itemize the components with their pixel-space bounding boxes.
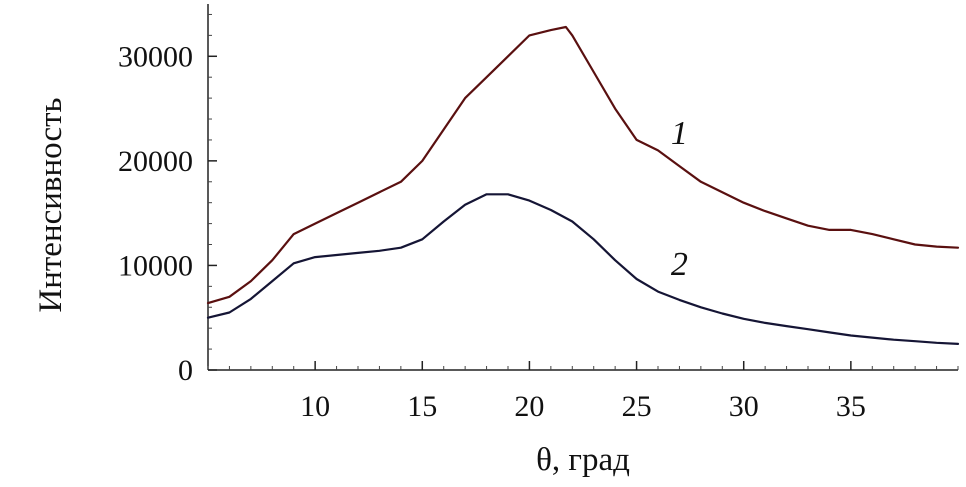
series-label-1: 1 <box>671 115 688 152</box>
plot-area <box>207 4 958 371</box>
x-tick-label: 10 <box>300 390 330 423</box>
y-axis-label: Интенсивность <box>33 97 69 312</box>
x-tick-label: 30 <box>729 390 759 423</box>
x-tick-label: 25 <box>622 390 652 423</box>
series-lines <box>206 25 960 345</box>
x-tick-label: 15 <box>407 390 437 423</box>
x-tick-label: 20 <box>514 390 544 423</box>
series-label-2: 2 <box>671 246 688 283</box>
y-tick-label: 0 <box>178 354 193 387</box>
series-line-1 <box>206 25 960 305</box>
axis-ticks: 10 15 20 25 30 35 0 10000 20000 30000 <box>118 13 959 423</box>
series-line-2 <box>206 193 960 345</box>
x-tick-label: 35 <box>836 390 866 423</box>
y-tick-label: 20000 <box>118 145 193 178</box>
x-axis-label: θ, град <box>536 442 630 478</box>
y-tick-label: 10000 <box>118 249 193 282</box>
y-tick-label: 30000 <box>118 40 193 73</box>
series-annotations: 12 <box>671 115 688 283</box>
